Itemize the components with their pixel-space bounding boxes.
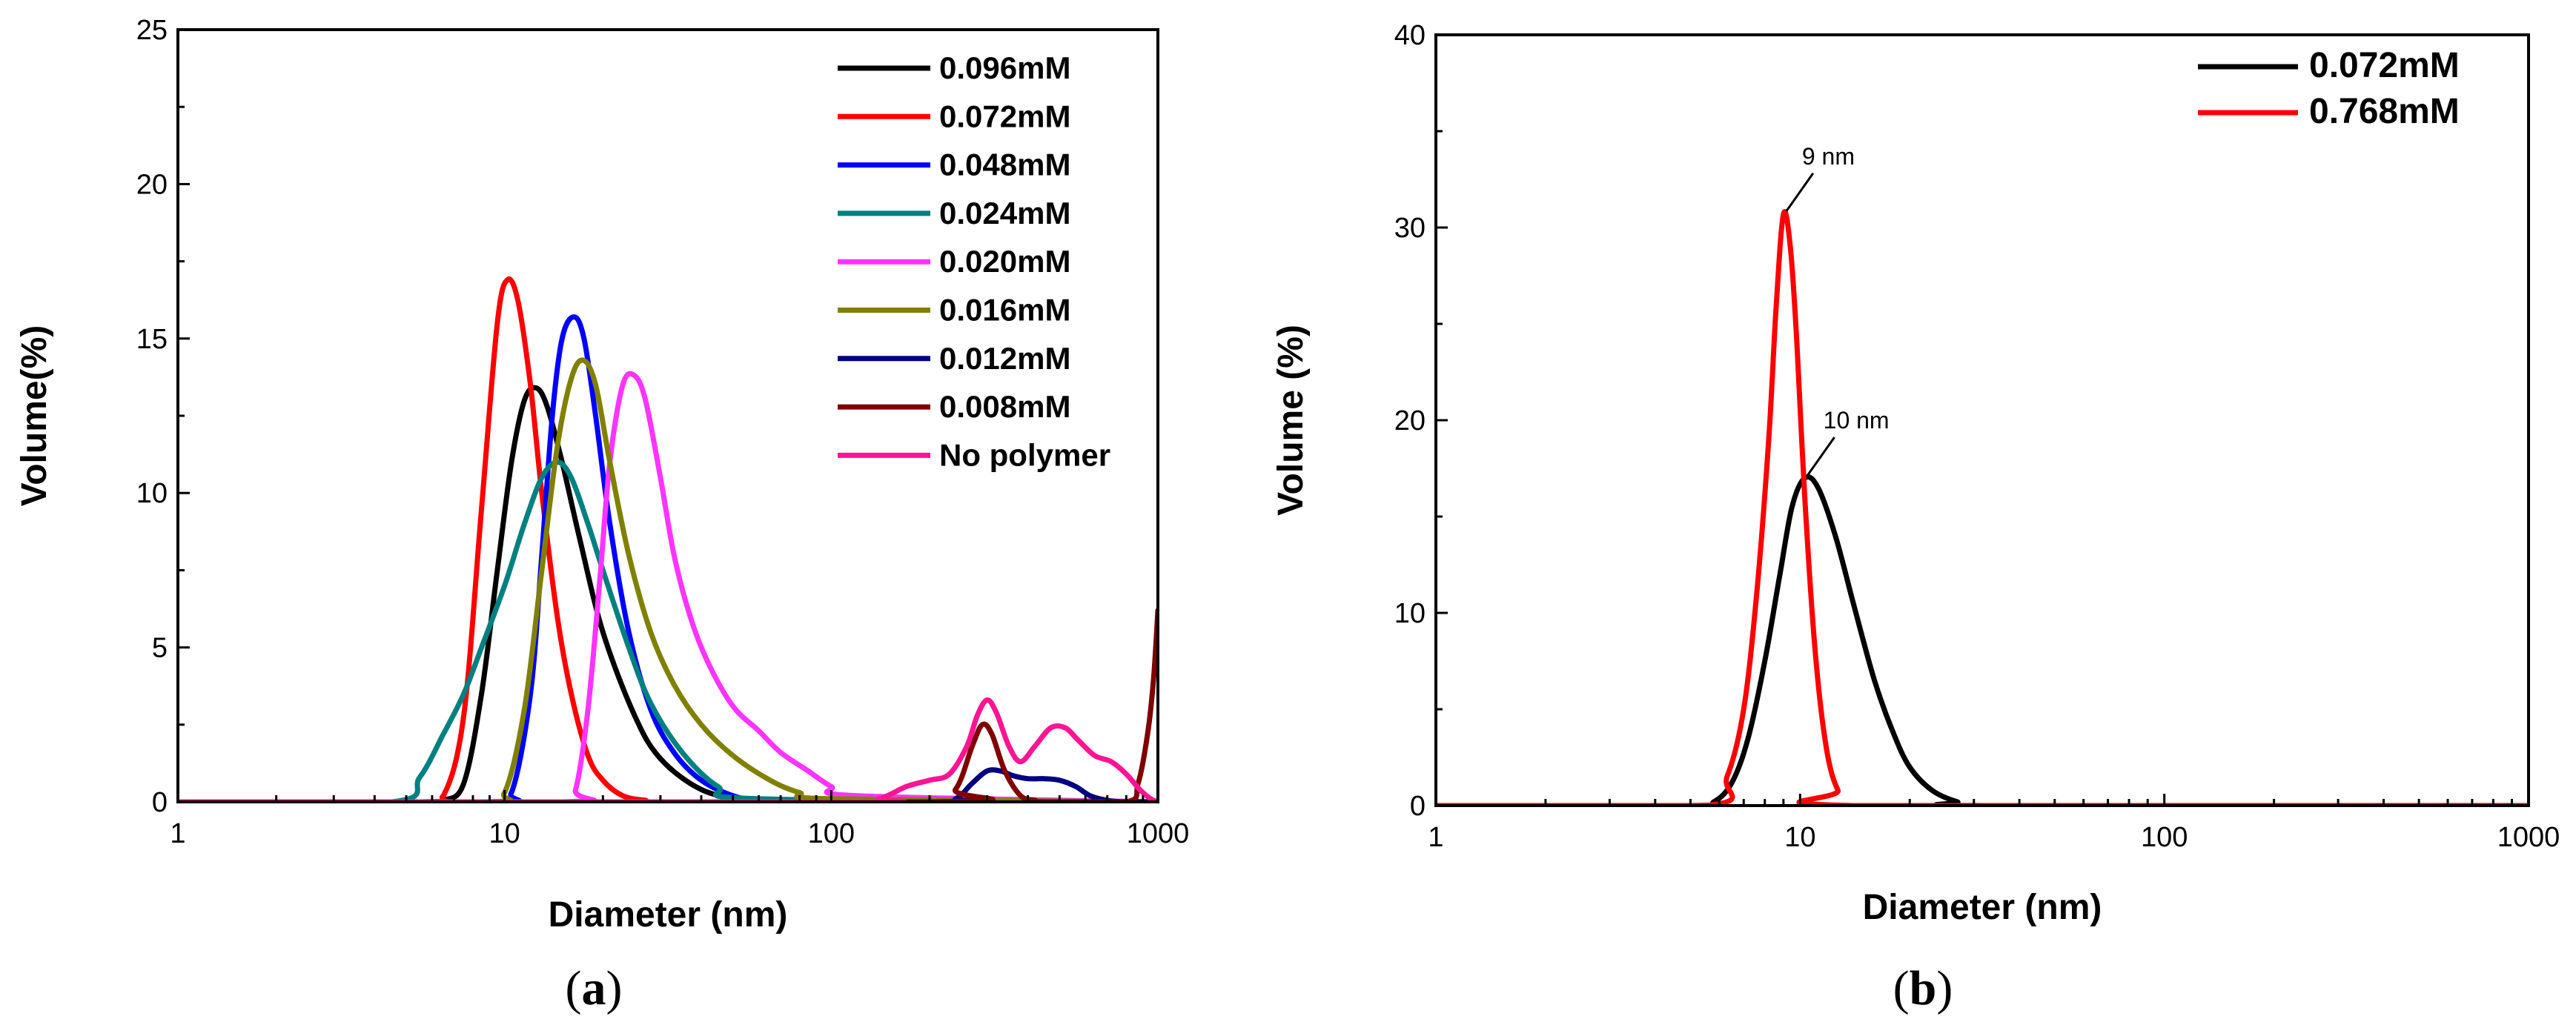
x-tick-label: 10 <box>489 818 520 849</box>
y-tick-label: 25 <box>136 15 168 46</box>
series-line-0-072mm <box>1436 474 2529 806</box>
x-tick-label: 100 <box>808 818 855 849</box>
legend-label: 0.768mM <box>2309 92 2460 131</box>
series-line-0-024mm <box>178 459 1158 802</box>
annotation-label: 9 nm <box>1802 143 1855 170</box>
y-tick-label: 40 <box>1394 20 1426 51</box>
series-line-0-008mm <box>178 608 1158 802</box>
panel-b: 1 10 100 1000 0 10 20 30 40 Diameter (nm) Volume… <box>1271 20 2560 1015</box>
x-tick-label: 1 <box>1428 822 1443 853</box>
legend-label: 0.020mM <box>939 244 1070 279</box>
panel-a: 1 10 100 1000 0 5 10 15 20 25 Diameter (nm) Volum… <box>15 15 1189 1015</box>
panel-label-b-letter: b <box>1910 961 1937 1015</box>
x-axis-title-b: Diameter (nm) <box>1863 888 2102 927</box>
legend-label: 0.072mM <box>939 99 1070 133</box>
legend-b: 0.072mM 0.768mM <box>2198 46 2460 131</box>
y-tick-label: 20 <box>1394 405 1426 437</box>
y-tick-label: 10 <box>1394 598 1426 629</box>
plot-frame-b <box>1434 33 2530 807</box>
legend-a: 0.096mM 0.072mM 0.048mM 0.024mM 0.020mM 0.016… <box>838 50 1110 472</box>
y-tick-label: 30 <box>1394 213 1426 244</box>
y-tick-label: 0 <box>152 787 168 818</box>
y-tick-label: 10 <box>136 478 168 509</box>
series-line-0-768mm <box>1436 209 2529 806</box>
annotation-label: 10 nm <box>1824 407 1890 434</box>
y-tick-label: 0 <box>1410 791 1426 822</box>
x-tick-label: 1000 <box>1127 818 1190 849</box>
legend-label: 0.048mM <box>939 147 1070 182</box>
x-tick-label: 1000 <box>2497 822 2560 853</box>
legend-label: 0.096mM <box>939 50 1070 85</box>
y-tick-label: 20 <box>136 169 168 200</box>
annotation-leader <box>1807 437 1835 476</box>
legend-label: 0.008mM <box>939 389 1070 424</box>
y-axis-title-b: Volume (%) <box>1271 325 1311 516</box>
y-tick-label: 15 <box>136 324 168 355</box>
series-line-0-020mm <box>178 371 1158 802</box>
x-axis-title-a: Diameter (nm) <box>549 895 788 935</box>
series-line-0-016mm <box>178 357 1158 802</box>
legend-label: No polymer <box>939 437 1110 472</box>
legend-label: 0.012mM <box>939 341 1070 376</box>
panel-label-a: (a) <box>566 961 623 1015</box>
y-tick-label: 5 <box>152 633 168 664</box>
panel-label-a-letter: a <box>582 961 606 1015</box>
legend-label: 0.016mM <box>939 293 1070 328</box>
x-tick-label: 100 <box>2141 822 2188 853</box>
x-tick-label: 10 <box>1784 822 1815 853</box>
panel-label-b: (b) <box>1893 961 1953 1015</box>
annotations-b: 9 nm 10 nm <box>1785 143 1890 476</box>
x-tick-label: 1 <box>170 818 185 849</box>
y-axis-title-a: Volume(%) <box>15 325 54 506</box>
annotation-leader <box>1785 172 1815 212</box>
legend-label: 0.024mM <box>939 196 1070 230</box>
legend-label: 0.072mM <box>2309 46 2460 85</box>
